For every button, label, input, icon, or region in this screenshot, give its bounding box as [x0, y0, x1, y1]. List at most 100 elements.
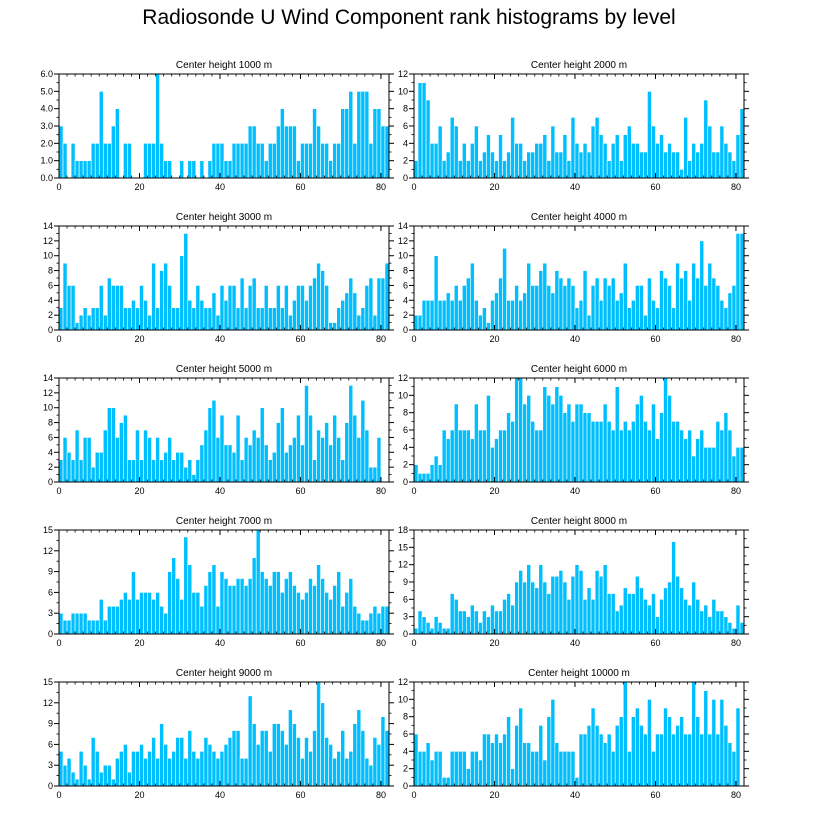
histogram-bar	[542, 386, 548, 483]
histogram-bar	[731, 455, 737, 483]
histogram-bar	[316, 125, 321, 179]
histogram-bar	[647, 91, 652, 179]
histogram-bar	[715, 421, 721, 483]
histogram-bar	[276, 571, 281, 635]
histogram-bar	[679, 429, 684, 483]
x-tick-label: 40	[570, 182, 580, 192]
x-tick-label: 0	[56, 790, 61, 800]
histogram-bar	[651, 299, 656, 331]
histogram-bar	[211, 143, 217, 179]
histogram-bar	[106, 277, 112, 331]
histogram-bar	[304, 385, 309, 483]
histogram-bar	[255, 143, 261, 179]
histogram-bar	[470, 262, 475, 331]
histogram-bar	[534, 587, 540, 635]
histogram-bar	[429, 627, 435, 635]
histogram-bar	[131, 299, 136, 331]
histogram-bar	[554, 386, 560, 483]
y-tick-label: 15	[43, 525, 53, 535]
histogram-bar	[167, 160, 172, 179]
histogram-bar	[586, 587, 592, 635]
x-tick-label: 60	[650, 790, 660, 800]
histogram-bar	[490, 742, 495, 787]
histogram-bar	[441, 627, 447, 635]
y-tick-label: 10	[43, 403, 53, 413]
histogram-bar	[618, 160, 624, 179]
histogram-bar	[344, 592, 350, 635]
histogram-bar	[486, 616, 491, 635]
histogram-bar	[368, 612, 374, 635]
histogram-bar	[267, 307, 273, 331]
histogram-bar	[683, 599, 688, 635]
histogram-bar	[328, 744, 333, 787]
x-tick-label: 80	[731, 182, 741, 192]
histogram-bar	[667, 581, 672, 635]
histogram-bar	[445, 151, 451, 179]
panel-title: Center height 10000 m	[528, 668, 630, 679]
histogram-bar	[643, 599, 648, 635]
histogram-bar	[647, 277, 652, 331]
histogram-bar	[518, 570, 523, 635]
histogram-bar	[695, 599, 701, 635]
histogram-bar	[727, 292, 733, 331]
histogram-bar	[639, 285, 644, 331]
histogram-bar	[360, 307, 366, 331]
histogram-bar	[433, 455, 439, 483]
histogram-bar	[727, 429, 733, 483]
x-tick-label: 0	[56, 334, 61, 344]
histogram-bar	[449, 117, 455, 179]
y-tick-label: 12	[398, 69, 408, 79]
histogram-bar	[70, 612, 76, 635]
histogram-bar	[115, 605, 120, 635]
histogram-bar	[247, 578, 253, 635]
histogram-bar	[119, 285, 124, 331]
histogram-bar	[514, 143, 519, 179]
histogram-bar	[70, 459, 76, 483]
histogram-bar	[328, 599, 333, 635]
histogram-bar	[102, 314, 108, 331]
histogram-bar	[312, 459, 317, 483]
histogram-bar	[143, 299, 148, 331]
histogram-bar	[606, 593, 612, 635]
histogram-bar	[639, 587, 644, 635]
histogram-bar	[147, 592, 152, 635]
histogram-bar	[66, 619, 72, 635]
y-tick-label: 18	[398, 525, 408, 535]
histogram-bar	[175, 578, 181, 635]
histogram-bar	[735, 233, 741, 331]
histogram-bar	[417, 473, 423, 483]
histogram-bar	[151, 459, 156, 483]
histogram-bar	[437, 464, 443, 483]
histogram-bar	[598, 134, 604, 179]
y-tick-label: 9	[48, 567, 53, 577]
histogram-bar	[147, 314, 152, 331]
histogram-bar	[300, 143, 305, 179]
panel-title: Center height 4000 m	[531, 212, 627, 223]
histogram-bar	[336, 571, 342, 635]
histogram-bar	[82, 437, 88, 483]
y-tick-label: 6	[403, 729, 408, 739]
histogram-bar	[574, 403, 580, 483]
histogram-bar	[526, 262, 532, 331]
histogram-bar	[175, 451, 181, 483]
panel-title: Center height 7000 m	[176, 516, 272, 527]
histogram-bar	[332, 757, 337, 787]
histogram-bar	[356, 709, 362, 787]
histogram-bar	[602, 564, 608, 635]
histogram-bar	[586, 412, 592, 483]
histogram-bar	[348, 751, 354, 787]
histogram-bar	[135, 751, 140, 787]
histogram-bar	[364, 285, 370, 331]
histogram-bar	[687, 160, 692, 179]
histogram-bar	[574, 307, 580, 331]
histogram-bar	[429, 464, 435, 483]
histogram-bar	[622, 681, 628, 787]
histogram-bar	[631, 299, 636, 331]
y-tick-label: 1.0	[40, 156, 53, 166]
histogram-bar	[542, 134, 548, 179]
histogram-bar	[679, 587, 684, 635]
histogram-bar	[296, 737, 301, 787]
histogram-bar	[687, 604, 692, 635]
histogram-bar	[647, 699, 652, 787]
histogram-bar	[86, 619, 92, 635]
